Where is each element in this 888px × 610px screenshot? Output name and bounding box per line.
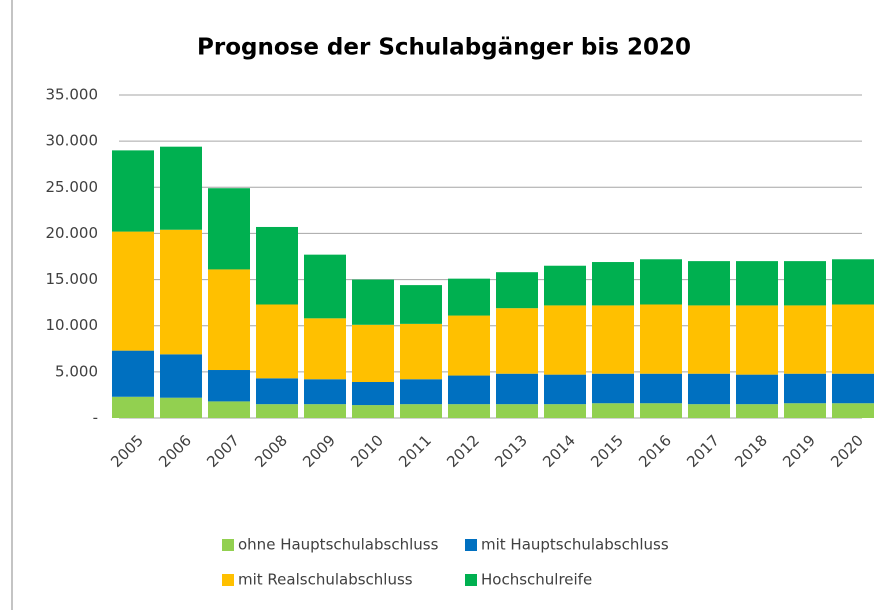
bar-segment	[160, 146, 202, 230]
bar-segment	[352, 405, 394, 418]
bar-segment	[688, 404, 730, 418]
bar-segment	[592, 305, 634, 374]
bar-segment	[544, 265, 586, 306]
bar-segment	[352, 279, 394, 325]
bar-segment	[112, 150, 154, 232]
bar-segment	[256, 378, 298, 405]
bar-segment	[352, 382, 394, 406]
bar-segment	[832, 403, 874, 418]
legend-label: ohne Hauptschulabschluss	[238, 536, 439, 554]
bar-segment	[112, 231, 154, 351]
bar-segment	[592, 262, 634, 306]
bar-segment	[544, 404, 586, 418]
bar-segment	[496, 373, 538, 405]
y-tick-label: 35.000	[46, 86, 99, 104]
legend-label: mit Realschulabschluss	[238, 571, 413, 589]
bar-segment	[496, 404, 538, 418]
legend-label: Hochschulreife	[481, 571, 592, 589]
bar-segment	[256, 226, 298, 305]
bar-segment	[640, 304, 682, 374]
bar-segment	[688, 373, 730, 405]
bar-segment	[592, 373, 634, 404]
y-tick-label: 10.000	[46, 316, 99, 334]
bar-segment	[688, 305, 730, 374]
bar-segment	[784, 261, 826, 306]
legend-swatch	[222, 539, 234, 551]
legend-swatch	[465, 539, 477, 551]
bar-segment	[784, 373, 826, 404]
bar-segment	[832, 304, 874, 374]
y-tick-label: 15.000	[46, 270, 99, 288]
bar-segment	[640, 259, 682, 305]
bar-segment	[640, 403, 682, 418]
bar-segment	[496, 308, 538, 374]
legend-swatch	[222, 574, 234, 586]
bar-segment	[400, 379, 442, 405]
bar-segment	[448, 404, 490, 418]
bar-segment	[256, 304, 298, 379]
bar-segment	[400, 323, 442, 380]
bar-segment	[160, 397, 202, 418]
bar-segment	[400, 285, 442, 324]
bar-segment	[160, 229, 202, 355]
bar-segment	[208, 269, 250, 371]
bar-segment	[688, 261, 730, 306]
bar-segment	[736, 305, 778, 375]
bar-segment	[304, 318, 346, 380]
bar-segment	[304, 254, 346, 319]
bar-segment	[304, 379, 346, 405]
bar-segment	[832, 373, 874, 404]
bar-segment	[784, 305, 826, 374]
chart-title: Prognose der Schulabgänger bis 2020	[197, 35, 691, 61]
bar-segment	[352, 324, 394, 383]
bar-segment	[592, 403, 634, 418]
y-tick-label: 25.000	[46, 178, 99, 196]
bar-segment	[736, 404, 778, 418]
y-tick-label: 5.000	[55, 362, 98, 380]
bar-segment	[736, 374, 778, 405]
bar-segment	[832, 259, 874, 305]
bar-segment	[448, 375, 490, 405]
legend-swatch	[465, 574, 477, 586]
bar-segment	[784, 403, 826, 418]
bar-segment	[256, 404, 298, 418]
bar-segment	[208, 370, 250, 402]
bar-segment	[448, 278, 490, 316]
bar-segment	[544, 374, 586, 405]
bar-segment	[112, 350, 154, 397]
y-tick-label: -	[93, 409, 98, 427]
y-tick-label: 30.000	[46, 132, 99, 150]
bar-segment	[640, 373, 682, 404]
bar-segment	[448, 315, 490, 376]
bar-segment	[160, 354, 202, 398]
bar-segment	[112, 396, 154, 418]
bar-segment	[304, 404, 346, 418]
y-tick-label: 20.000	[46, 224, 99, 242]
bar-segment	[208, 188, 250, 270]
bar-segment	[400, 404, 442, 418]
legend-label: mit Hauptschulabschluss	[481, 536, 669, 554]
bar-segment	[736, 261, 778, 306]
bar-segment	[208, 401, 250, 418]
bar-segment	[496, 272, 538, 309]
bar-segment	[544, 305, 586, 375]
